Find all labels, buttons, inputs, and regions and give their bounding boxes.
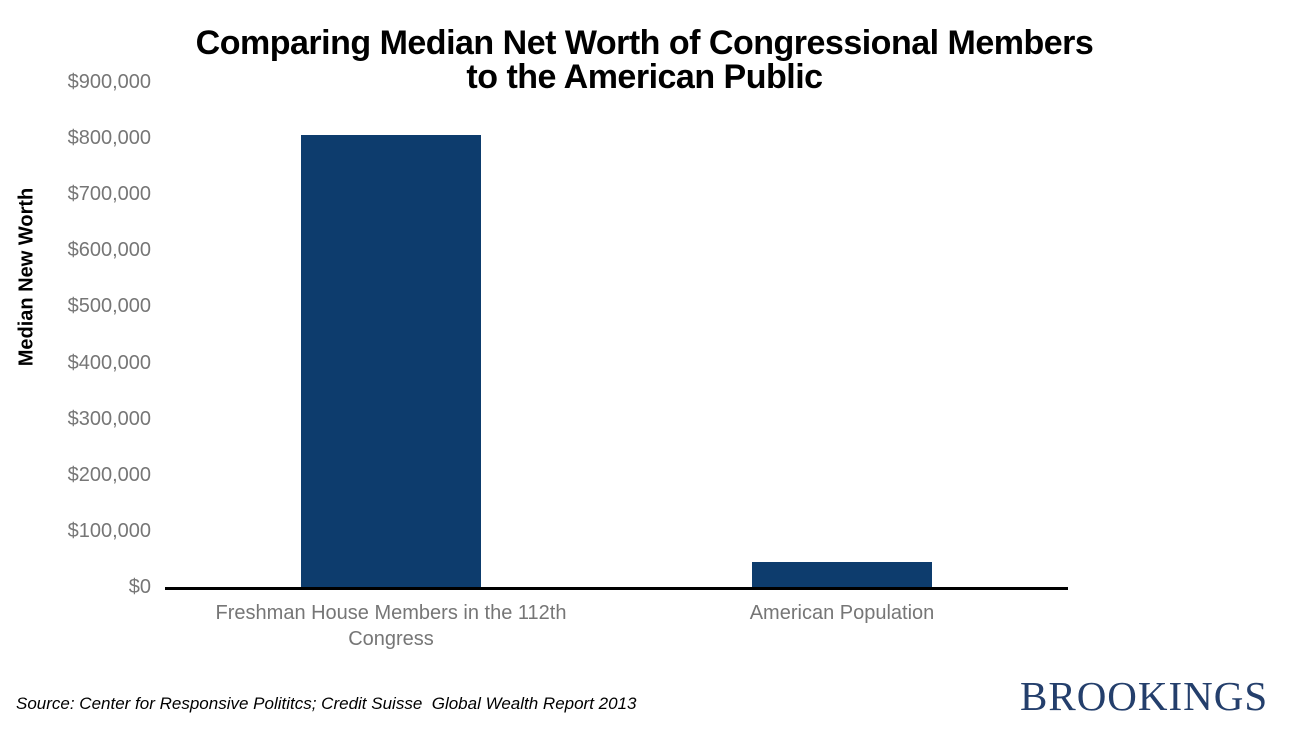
- y-tick-label: $800,000: [67, 127, 151, 150]
- y-tick-label: $700,000: [67, 183, 151, 206]
- source-note: Source: Center for Responsive Polititcs;…: [16, 694, 637, 713]
- y-tick-label: $400,000: [67, 351, 151, 374]
- brookings-logo: BROOKINGS: [1020, 673, 1269, 719]
- chart-title-line-2: to the American Public: [466, 58, 823, 96]
- y-axis-title: Median New Worth: [15, 187, 38, 367]
- category-label-freshman-house-members: Freshman House Members in the 112th Cong…: [215, 602, 567, 650]
- bar-freshman-house-members: [301, 135, 481, 587]
- y-tick-label: $0: [128, 576, 151, 598]
- y-tick-label: $500,000: [67, 295, 151, 318]
- y-tick-label: $600,000: [67, 239, 151, 262]
- y-tick-label: $900,000: [67, 71, 151, 93]
- chart-title: Comparing Median Net Worth of Congressio…: [0, 26, 1289, 94]
- y-tick-label: $300,000: [67, 407, 151, 430]
- category-label-american-population: American Population: [749, 602, 935, 624]
- y-tick-label: $200,000: [67, 463, 151, 486]
- bar-american-population: [752, 562, 932, 587]
- chart-title-line-1: Comparing Median Net Worth of Congressio…: [195, 24, 1094, 62]
- plot-area: $0 $100,000 $200,000 $300,000 $400,000 $500,0…: [68, 71, 1068, 650]
- y-tick-label: $100,000: [67, 519, 151, 542]
